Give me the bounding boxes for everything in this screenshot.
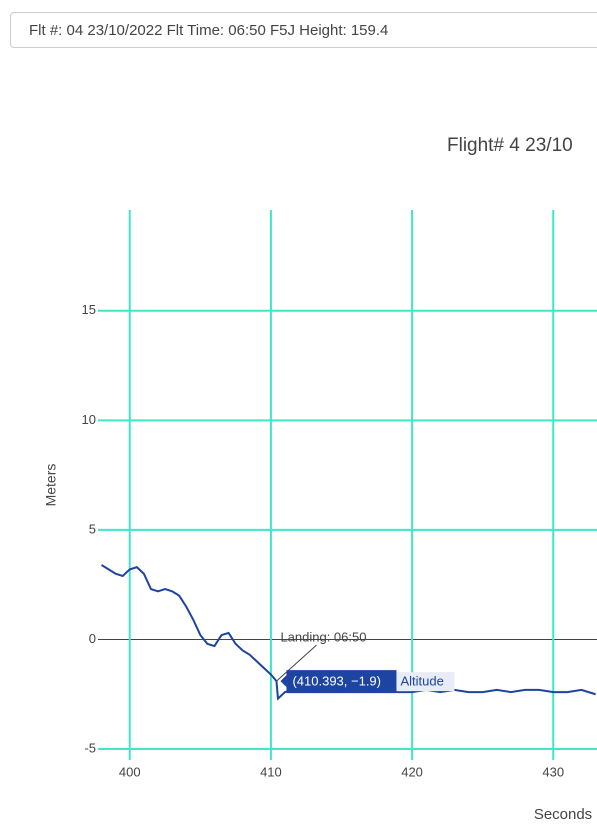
y-tick-label: 5: [89, 521, 96, 536]
data-line: [101, 564, 596, 701]
y-tick-label: -5: [84, 740, 96, 755]
hover-name-bg: [396, 672, 455, 692]
x-tick-label: 400: [119, 764, 141, 779]
x-tick-label: 420: [401, 764, 423, 779]
y-tick-label: 0: [89, 631, 96, 646]
x-axis-label: Seconds: [534, 806, 592, 823]
flight-info-field[interactable]: Flt #: 04 23/10/2022 Flt Time: 06:50 F5J…: [10, 12, 597, 48]
y-tick-label: 10: [82, 412, 96, 427]
chart-title: Flight# 4 23/10: [447, 135, 573, 156]
annotation-arrow: [276, 644, 317, 682]
hover-box: [286, 670, 397, 694]
hover-value: (410.393, −1.9): [292, 674, 381, 689]
annotation-text: Landing: 06:50: [280, 630, 366, 645]
x-tick-label: 410: [260, 764, 282, 779]
hover-pointer: [280, 675, 287, 688]
hover-series-name: Altitude: [400, 674, 443, 689]
y-tick-label: 15: [82, 302, 96, 317]
y-axis-label: Meters: [43, 464, 59, 507]
x-tick-label: 430: [542, 764, 564, 779]
